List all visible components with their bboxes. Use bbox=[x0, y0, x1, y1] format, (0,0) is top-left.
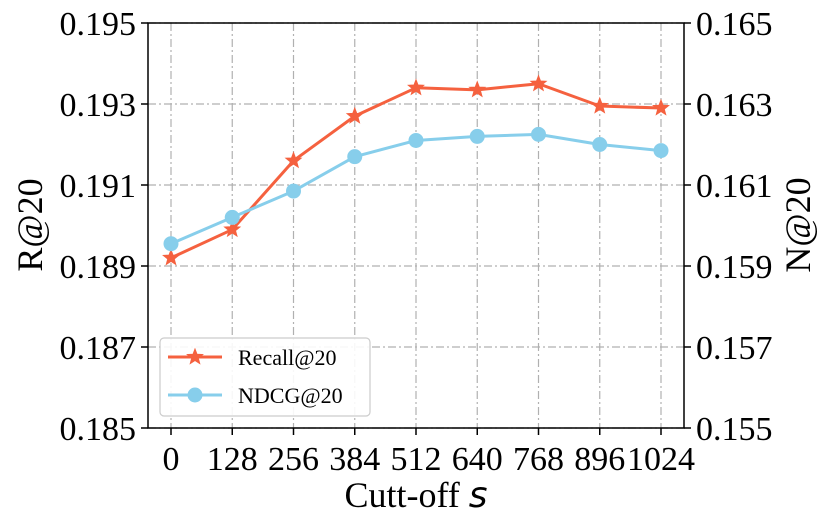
legend-marker-ndcg bbox=[187, 387, 203, 403]
data-point bbox=[531, 126, 546, 142]
data-point bbox=[652, 98, 670, 116]
y-right-tick-label: 0.163 bbox=[696, 87, 773, 124]
data-point bbox=[284, 151, 303, 169]
data-point bbox=[163, 236, 179, 252]
data-point bbox=[590, 96, 609, 114]
x-tick-label: 512 bbox=[391, 441, 442, 478]
series-recall-20 bbox=[162, 74, 670, 266]
y-left-tick-label: 0.185 bbox=[60, 411, 137, 448]
legend-label-recall: Recall@20 bbox=[238, 345, 336, 370]
x-axis-label-symbol: s bbox=[469, 475, 488, 516]
x-tick-label: 384 bbox=[329, 441, 380, 478]
legend-label-ndcg: NDCG@20 bbox=[238, 383, 343, 408]
x-tick-label: 768 bbox=[513, 441, 564, 478]
x-tick-label: 0 bbox=[163, 441, 180, 478]
y-left-tick-label: 0.195 bbox=[60, 6, 137, 43]
series-layer bbox=[162, 74, 670, 266]
data-point bbox=[347, 149, 363, 165]
series-ndcg-20 bbox=[163, 126, 669, 252]
x-tick-label: 640 bbox=[452, 441, 503, 478]
data-point bbox=[162, 248, 180, 266]
y-right-tick-label: 0.157 bbox=[696, 330, 773, 367]
x-axis-label: Cutt-off s bbox=[344, 475, 487, 516]
data-point bbox=[469, 128, 485, 144]
data-point bbox=[592, 137, 608, 152]
data-point bbox=[407, 78, 425, 96]
legend-marker-shape bbox=[187, 387, 203, 403]
x-tick-label: 128 bbox=[207, 441, 258, 478]
y-right-tick-label: 0.159 bbox=[696, 249, 773, 286]
x-tick-label: 896 bbox=[574, 441, 625, 478]
y-left-tick-label: 0.191 bbox=[60, 168, 137, 205]
data-point bbox=[345, 106, 364, 124]
y-axis-right-label: N@20 bbox=[778, 177, 818, 272]
data-point bbox=[223, 220, 242, 238]
y-left-tick-label: 0.187 bbox=[60, 330, 137, 367]
ticks: 0 128 256 384 512 640 768 896 1024 0.185 0.187 0.18… bbox=[60, 6, 773, 478]
y-left-tick-label: 0.189 bbox=[60, 249, 137, 286]
data-point bbox=[286, 183, 301, 199]
y-left-tick-label: 0.193 bbox=[60, 87, 137, 124]
legend-marker-recall bbox=[186, 347, 204, 365]
data-point bbox=[529, 74, 548, 92]
y-right-tick-label: 0.161 bbox=[696, 168, 773, 205]
x-axis-label-text: Cutt-off bbox=[344, 475, 468, 515]
x-tick-label: 1024 bbox=[627, 441, 695, 478]
legend: Recall@20 NDCG@20 bbox=[159, 337, 371, 417]
legend-marker-shape bbox=[186, 347, 204, 365]
y-right-tick-label: 0.155 bbox=[696, 411, 773, 448]
y-axis-left-label: R@20 bbox=[10, 178, 50, 271]
x-tick-label: 256 bbox=[268, 441, 319, 478]
y-right-tick-label: 0.165 bbox=[696, 6, 773, 43]
data-point bbox=[408, 132, 424, 148]
axis-labels: R@20 N@20 Cutt-off s bbox=[10, 177, 818, 516]
data-point bbox=[653, 143, 669, 159]
data-point bbox=[468, 80, 487, 98]
data-point bbox=[224, 209, 240, 225]
